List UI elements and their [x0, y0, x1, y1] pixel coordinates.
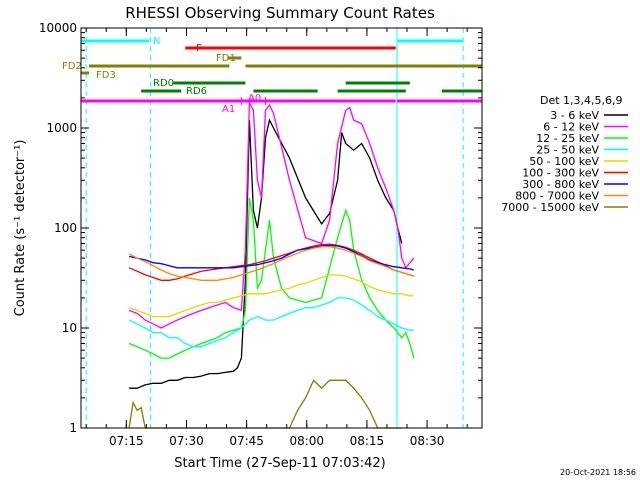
state-bar-label: FD3	[96, 70, 116, 81]
legend-entry-label: 3 - 6 keV	[550, 109, 599, 122]
state-bar-label: FD1	[216, 53, 236, 64]
footer-timestamp: 20-Oct-2021 18:56	[560, 468, 636, 477]
legend-entry-label: 25 - 50 keV	[536, 144, 599, 157]
x-tick-label: 07:15	[109, 434, 144, 448]
series-line-5	[128, 243, 414, 281]
x-tick-label: 07:30	[169, 434, 204, 448]
legend-entry-label: 12 - 25 keV	[536, 132, 599, 145]
series-line-6	[128, 244, 414, 271]
legend-entry-label: 50 - 100 keV	[529, 155, 599, 168]
y-tick-label: 10	[62, 321, 77, 335]
series-line-2	[128, 197, 415, 359]
y-tick-label: 100	[54, 221, 77, 235]
state-bar-label: A0	[248, 93, 261, 104]
legend-entry-label: 100 - 300 keV	[522, 167, 599, 180]
y-axis-label: Count Rate (s⁻¹ detector⁻¹)	[13, 140, 28, 317]
x-tick-label: 08:15	[350, 434, 385, 448]
legend-entry-label: 800 - 7000 keV	[515, 190, 599, 203]
series-line-4	[128, 274, 414, 318]
state-bar-label: FD2	[62, 61, 82, 72]
legend-title: Det 1,3,4,5,6,9	[540, 94, 623, 107]
x-tick-label: 07:45	[229, 434, 264, 448]
state-bar-label: RD6	[186, 86, 207, 97]
series-line-1	[128, 102, 415, 329]
state-bar-label: N	[153, 36, 160, 47]
y-tick-label: 1	[69, 421, 77, 435]
legend-entry-label: 300 - 800 keV	[522, 178, 599, 191]
series-line-7	[128, 246, 414, 281]
x-tick-label: 08:00	[289, 434, 324, 448]
legend-entry-label: 7000 - 15000 keV	[501, 201, 599, 214]
x-axis-label: Start Time (27-Sep-11 07:03:42)	[174, 456, 385, 471]
legend-entry-label: 6 - 12 keV	[543, 121, 599, 134]
chart-title: RHESSI Observing Summary Count Rates	[125, 4, 435, 22]
series-line-0	[129, 118, 403, 389]
state-bar-label: F	[196, 43, 202, 54]
state-bar-label: RD0	[153, 78, 174, 89]
y-tick-label: 1000	[46, 121, 77, 135]
plot-frame	[80, 27, 483, 429]
x-tick-label: 08:30	[410, 434, 445, 448]
series-line-8	[128, 379, 402, 429]
series-line-3	[128, 297, 414, 348]
state-bar-label: A1	[222, 104, 235, 115]
y-tick-label: 10000	[39, 21, 77, 35]
